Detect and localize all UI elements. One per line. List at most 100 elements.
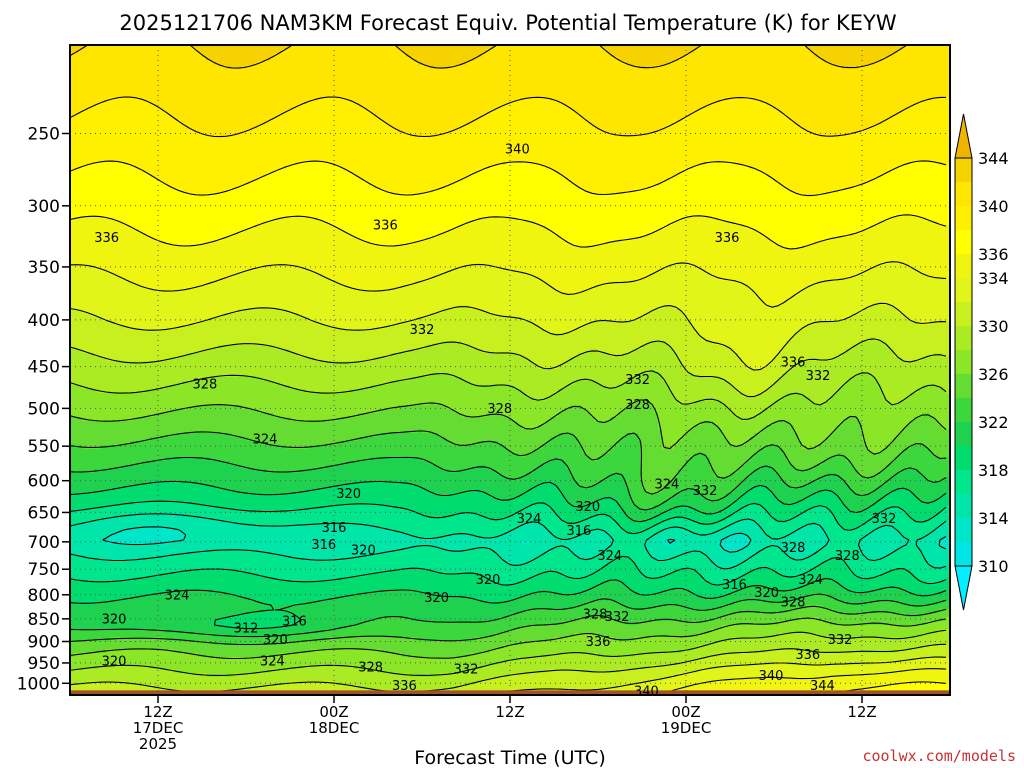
field-cell (90, 209, 95, 214)
field-cell (94, 117, 99, 122)
field-cell (106, 301, 111, 306)
field-cell (122, 665, 127, 670)
field-cell (178, 565, 183, 570)
field-cell (178, 161, 183, 166)
field-cell (114, 265, 119, 270)
field-cell (110, 69, 115, 74)
field-cell (158, 165, 163, 170)
field-cell (162, 169, 167, 174)
field-cell (138, 313, 143, 318)
field-cell (74, 209, 79, 214)
field-cell (178, 109, 183, 114)
field-cell (150, 397, 155, 402)
field-cell (98, 169, 103, 174)
field-cell (154, 157, 159, 162)
field-cell (74, 489, 79, 494)
field-cell (150, 653, 155, 658)
field-cell (118, 413, 123, 418)
field-cell (178, 373, 183, 378)
field-cell (162, 461, 167, 466)
field-cell (182, 493, 187, 498)
field-cell (134, 493, 139, 498)
field-cell (122, 213, 127, 218)
field-cell (190, 313, 195, 318)
field-cell (110, 413, 115, 418)
field-cell (78, 221, 83, 226)
field-cell (74, 89, 79, 94)
field-cell (158, 685, 163, 690)
field-cell (114, 125, 119, 130)
field-cell (94, 237, 99, 242)
field-cell (82, 493, 87, 498)
field-cell (114, 449, 119, 454)
field-cell (86, 61, 91, 66)
field-cell (174, 521, 179, 526)
field-cell (78, 465, 83, 470)
field-cell (122, 73, 127, 78)
field-cell (82, 469, 87, 474)
field-cell (106, 145, 111, 150)
field-cell (118, 301, 123, 306)
field-cell (142, 633, 147, 638)
field-cell (134, 489, 139, 494)
field-cell (98, 149, 103, 154)
field-cell (178, 397, 183, 402)
field-cell (134, 293, 139, 298)
field-cell (130, 305, 135, 310)
field-cell (130, 237, 135, 242)
field-cell (138, 89, 143, 94)
field-cell (102, 241, 107, 246)
field-cell (158, 45, 163, 50)
field-cell (146, 265, 151, 270)
field-cell (150, 45, 155, 50)
field-cell (142, 417, 147, 422)
field-cell (130, 685, 135, 690)
field-cell (166, 589, 171, 594)
field-cell (138, 521, 143, 526)
field-cell (94, 509, 99, 514)
field-cell (134, 245, 139, 250)
field-cell (86, 225, 91, 230)
field-cell (182, 621, 187, 626)
field-cell (126, 329, 131, 334)
field-cell (78, 289, 83, 294)
field-cell (70, 429, 75, 434)
field-cell (138, 165, 143, 170)
field-cell (126, 125, 131, 130)
field-cell (154, 601, 159, 606)
field-cell (158, 533, 163, 538)
field-cell (126, 245, 131, 250)
field-cell (166, 685, 171, 690)
field-cell (118, 425, 123, 430)
field-cell (146, 353, 151, 358)
field-cell (82, 313, 87, 318)
field-cell (86, 301, 91, 306)
field-cell (118, 585, 123, 590)
field-cell (178, 457, 183, 462)
field-cell (130, 133, 135, 138)
field-cell (150, 377, 155, 382)
field-cell (118, 273, 123, 278)
field-cell (186, 445, 191, 450)
field-cell (146, 161, 151, 166)
field-cell (142, 409, 147, 414)
field-cell (110, 377, 115, 382)
field-cell (162, 413, 167, 418)
field-cell (190, 217, 195, 222)
field-cell (162, 201, 167, 206)
field-cell (162, 325, 167, 330)
field-cell (170, 609, 175, 614)
field-cell (150, 577, 155, 582)
field-cell (102, 169, 107, 174)
field-cell (134, 545, 139, 550)
field-cell (166, 181, 171, 186)
field-cell (118, 153, 123, 158)
field-cell (94, 577, 99, 582)
field-cell (142, 293, 147, 298)
field-cell (102, 653, 107, 658)
field-cell (114, 201, 119, 206)
field-cell (134, 261, 139, 266)
field-cell (114, 173, 119, 178)
field-cell (110, 677, 115, 682)
field-cell (78, 297, 83, 302)
